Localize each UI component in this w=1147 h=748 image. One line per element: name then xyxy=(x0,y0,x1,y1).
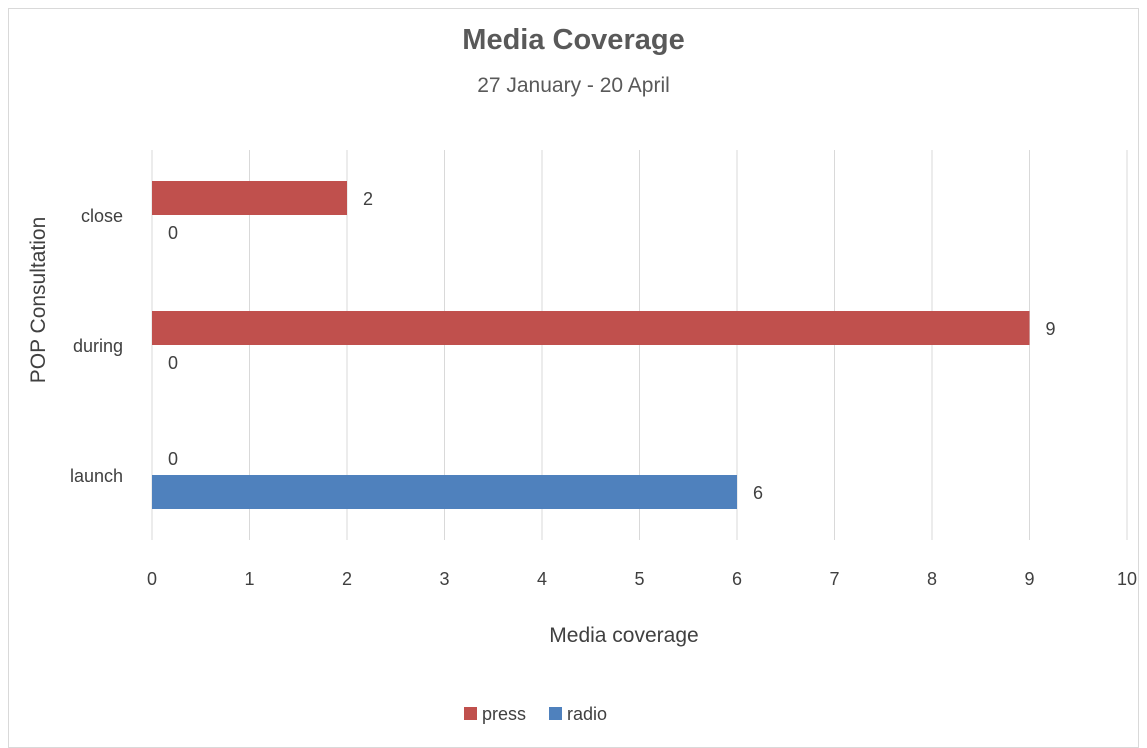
data-label: 0 xyxy=(168,353,178,373)
legend-item-press: press xyxy=(464,704,526,724)
x-tick-label: 8 xyxy=(927,569,937,589)
x-tick-label: 6 xyxy=(732,569,742,589)
bar-radio-launch xyxy=(152,475,737,509)
bar-press-during xyxy=(152,311,1030,345)
x-tick-label: 0 xyxy=(147,569,157,589)
x-tick-label: 7 xyxy=(829,569,839,589)
x-tick-label: 5 xyxy=(634,569,644,589)
chart-title: Media Coverage xyxy=(462,24,685,56)
y-tick-label: during xyxy=(73,336,123,356)
x-axis-label: Media coverage xyxy=(549,624,698,647)
x-tick-labels: 0 1 2 3 4 5 6 7 8 9 10 xyxy=(147,569,1137,589)
y-tick-label: launch xyxy=(70,466,123,486)
data-label: 0 xyxy=(168,223,178,243)
legend-swatch xyxy=(464,707,477,720)
legend-swatch xyxy=(549,707,562,720)
bar-press-close xyxy=(152,181,347,215)
legend: press radio xyxy=(464,704,607,724)
legend-item-radio: radio xyxy=(549,704,607,724)
chart-subtitle: 27 January - 20 April xyxy=(477,74,670,97)
legend-label: press xyxy=(482,704,526,724)
data-label: 9 xyxy=(1046,319,1056,339)
bars xyxy=(152,181,1030,509)
y-axis-label: POP Consultation xyxy=(27,217,50,384)
x-tick-label: 4 xyxy=(537,569,547,589)
x-tick-label: 9 xyxy=(1024,569,1034,589)
data-label: 6 xyxy=(753,483,763,503)
x-tick-label: 2 xyxy=(342,569,352,589)
legend-label: radio xyxy=(567,704,607,724)
x-tick-label: 3 xyxy=(439,569,449,589)
y-tick-label: close xyxy=(81,206,123,226)
x-tick-label: 1 xyxy=(244,569,254,589)
x-tick-label: 10 xyxy=(1117,569,1137,589)
data-label: 0 xyxy=(168,449,178,469)
data-labels: 0 6 9 0 2 0 xyxy=(168,189,1056,503)
data-label: 2 xyxy=(363,189,373,209)
bar-chart: 0 6 9 0 2 0 0 1 2 3 4 5 6 7 8 9 10 launch during close Me… xyxy=(27,150,1137,724)
y-tick-labels: launch during close xyxy=(70,206,123,486)
